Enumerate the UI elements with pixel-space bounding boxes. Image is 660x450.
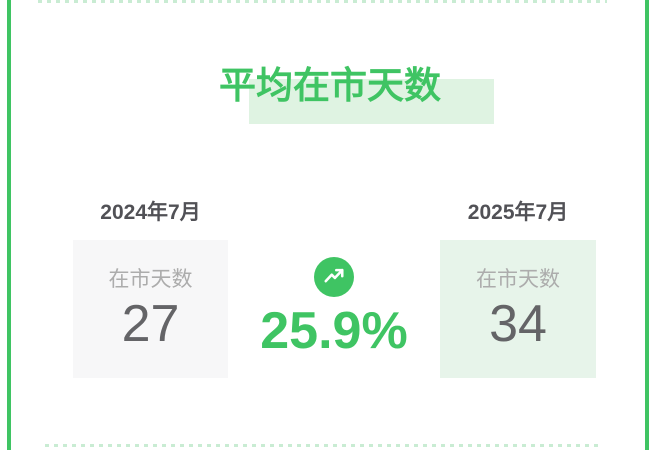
stat-box-2024: 在市天数 27	[73, 240, 228, 378]
period-label-2025: 2025年7月	[467, 201, 569, 224]
card-title: 平均在市天数	[219, 65, 441, 106]
metric-label: 在市天数	[108, 267, 193, 291]
metric-value-2024: 27	[121, 295, 180, 354]
period-column-2025: 2025年7月 在市天数 34	[440, 202, 596, 378]
card-header: 平均在市天数	[0, 65, 660, 124]
change-percent: 25.9%	[260, 302, 408, 360]
title-highlight	[249, 79, 494, 124]
bottom-dashed-divider	[45, 444, 603, 447]
period-label-2024: 2024年7月	[100, 201, 201, 224]
stat-box-2025: 在市天数 34	[440, 240, 596, 378]
card-left-border	[7, 0, 11, 450]
metric-value-2025: 34	[489, 295, 547, 354]
card-right-border	[645, 0, 649, 450]
top-dashed-divider	[38, 0, 607, 3]
period-column-2024: 2024年7月 在市天数 27	[73, 202, 228, 378]
change-block: 25.9%	[228, 240, 440, 362]
trending-up-icon	[314, 257, 354, 297]
metric-label: 在市天数	[476, 267, 560, 291]
